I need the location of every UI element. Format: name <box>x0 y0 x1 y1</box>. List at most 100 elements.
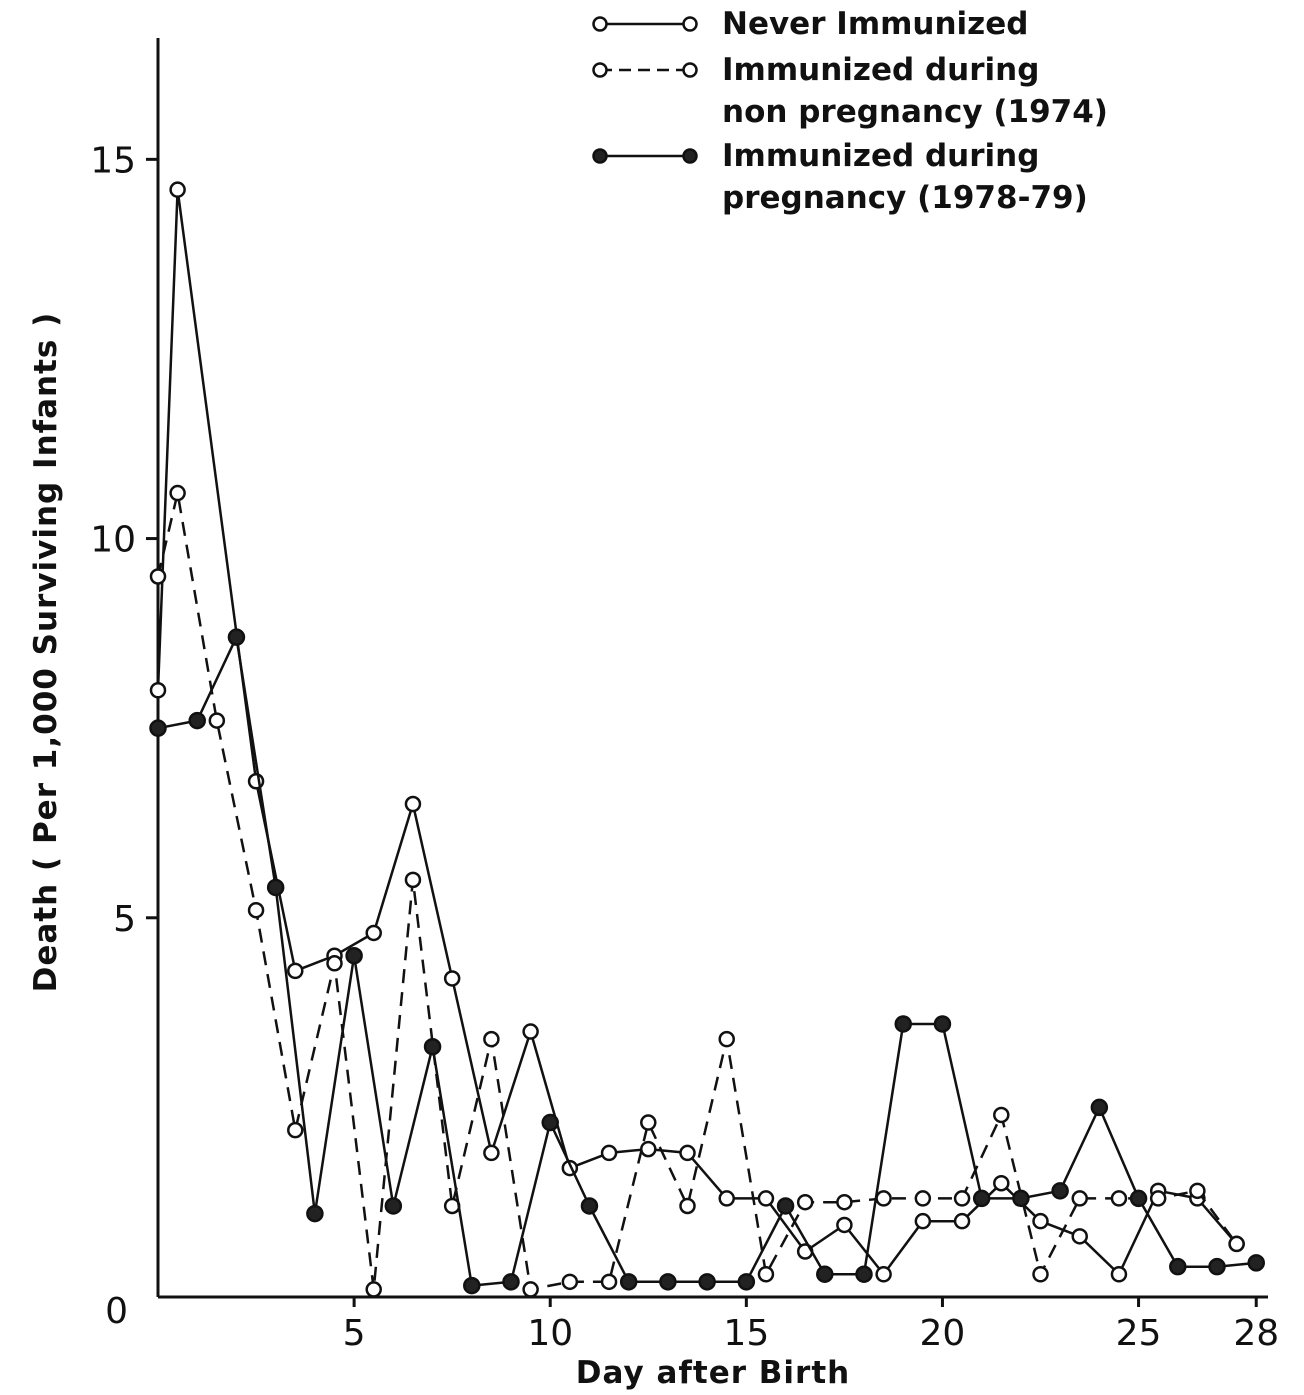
legend-item: Immunized during non pregnancy (1974) <box>592 52 1108 130</box>
data-point <box>757 1190 775 1207</box>
data-point <box>1189 1182 1206 1200</box>
data-point <box>933 1015 952 1033</box>
data-point <box>718 1030 735 1048</box>
data-point <box>483 1144 500 1162</box>
data-point <box>1208 1257 1226 1276</box>
data-point <box>423 1037 442 1056</box>
legend: Never Immunized Immunized during non pregn… <box>592 6 1108 216</box>
data-point <box>149 568 167 585</box>
data-point <box>619 1273 638 1291</box>
series-layer <box>149 181 1265 1298</box>
data-point <box>522 1281 539 1298</box>
data-point <box>993 1174 1010 1192</box>
data-point <box>287 1121 304 1139</box>
y-tick-label: 10 <box>90 520 136 561</box>
data-point <box>640 1140 657 1158</box>
data-point <box>1090 1098 1109 1117</box>
data-point <box>1012 1189 1030 1208</box>
data-point <box>208 712 226 729</box>
data-point <box>875 1190 892 1207</box>
x-axis-title: Day after Birth <box>576 1355 850 1391</box>
y-axis-title: Death ( Per 1,000 Surviving Infants ) <box>28 312 64 993</box>
data-point <box>816 1265 834 1283</box>
data-point <box>365 1281 382 1298</box>
x-tick-label: 15 <box>723 1313 769 1354</box>
data-point <box>1169 1257 1187 1276</box>
data-point <box>1071 1190 1088 1207</box>
legend-label: non pregnancy (1974) <box>722 94 1108 130</box>
data-point <box>169 484 186 502</box>
data-point <box>1051 1182 1069 1200</box>
data-point <box>306 1204 324 1223</box>
data-point <box>188 711 206 730</box>
data-point <box>718 1190 735 1207</box>
data-point <box>757 1265 775 1283</box>
data-point <box>149 719 167 737</box>
x-ticks: 5 10 15 20 25 28 <box>343 1297 1279 1354</box>
data-point <box>404 871 422 889</box>
data-point <box>1032 1212 1049 1230</box>
data-point <box>875 1265 892 1283</box>
axes: 5 10 15 20 25 28 0 5 10 15 <box>90 38 1279 1354</box>
legend-swatch-marker <box>682 62 698 78</box>
legend-label: Immunized during <box>722 138 1039 174</box>
data-point <box>580 1197 599 1215</box>
data-point <box>1110 1265 1128 1283</box>
data-point <box>993 1106 1010 1124</box>
data-point <box>953 1212 971 1230</box>
data-point <box>640 1114 657 1131</box>
data-point <box>345 946 363 965</box>
data-point <box>698 1273 716 1291</box>
data-point <box>326 955 343 972</box>
legend-swatch-marker <box>682 148 698 164</box>
data-point <box>1110 1190 1128 1207</box>
data-point <box>1071 1228 1088 1245</box>
data-point <box>541 1113 559 1132</box>
data-point <box>659 1273 677 1291</box>
data-point <box>287 962 304 980</box>
data-point <box>796 1193 814 1211</box>
y-tick-label: 15 <box>90 140 136 181</box>
x-tick-label: 28 <box>1233 1313 1279 1354</box>
x-tick-label: 10 <box>527 1313 573 1354</box>
series-immunized-during-pregnancy-1978-79 <box>149 628 1265 1295</box>
legend-swatch-marker <box>592 148 608 164</box>
data-point <box>502 1273 520 1291</box>
data-point <box>737 1273 756 1291</box>
legend-swatch-marker <box>592 62 608 78</box>
data-point <box>894 1015 912 1033</box>
data-point <box>149 682 167 699</box>
legend-swatch-marker <box>682 16 698 32</box>
data-point <box>483 1030 500 1048</box>
data-point <box>855 1265 873 1283</box>
data-point <box>169 181 186 198</box>
x-tick-label: 25 <box>1116 1313 1162 1354</box>
data-point <box>914 1190 932 1207</box>
y-tick-label: 5 <box>113 899 136 940</box>
y-tick-label: 0 <box>105 1291 128 1332</box>
data-point <box>561 1273 579 1291</box>
data-point <box>600 1144 618 1162</box>
legend-item: Immunized during pregnancy (1978-79) <box>592 138 1088 216</box>
data-point <box>1032 1265 1049 1283</box>
data-point <box>836 1193 853 1211</box>
data-point <box>953 1190 971 1207</box>
data-point <box>1149 1190 1167 1207</box>
series-immunized-during-non-pregnancy-1974 <box>149 484 1245 1298</box>
data-point <box>227 628 246 646</box>
data-point <box>1247 1254 1265 1272</box>
x-tick-label: 5 <box>343 1313 366 1354</box>
data-point <box>679 1197 696 1215</box>
legend-label: Never Immunized <box>722 6 1028 42</box>
legend-item: Never Immunized <box>592 6 1028 42</box>
data-point <box>914 1212 932 1230</box>
legend-label: Immunized during <box>722 52 1039 88</box>
data-point <box>972 1189 991 1208</box>
data-point <box>776 1197 795 1215</box>
x-tick-label: 20 <box>920 1313 966 1354</box>
data-point <box>600 1273 618 1291</box>
series-line <box>156 188 1238 1276</box>
data-point <box>266 878 285 897</box>
data-point <box>679 1144 696 1162</box>
